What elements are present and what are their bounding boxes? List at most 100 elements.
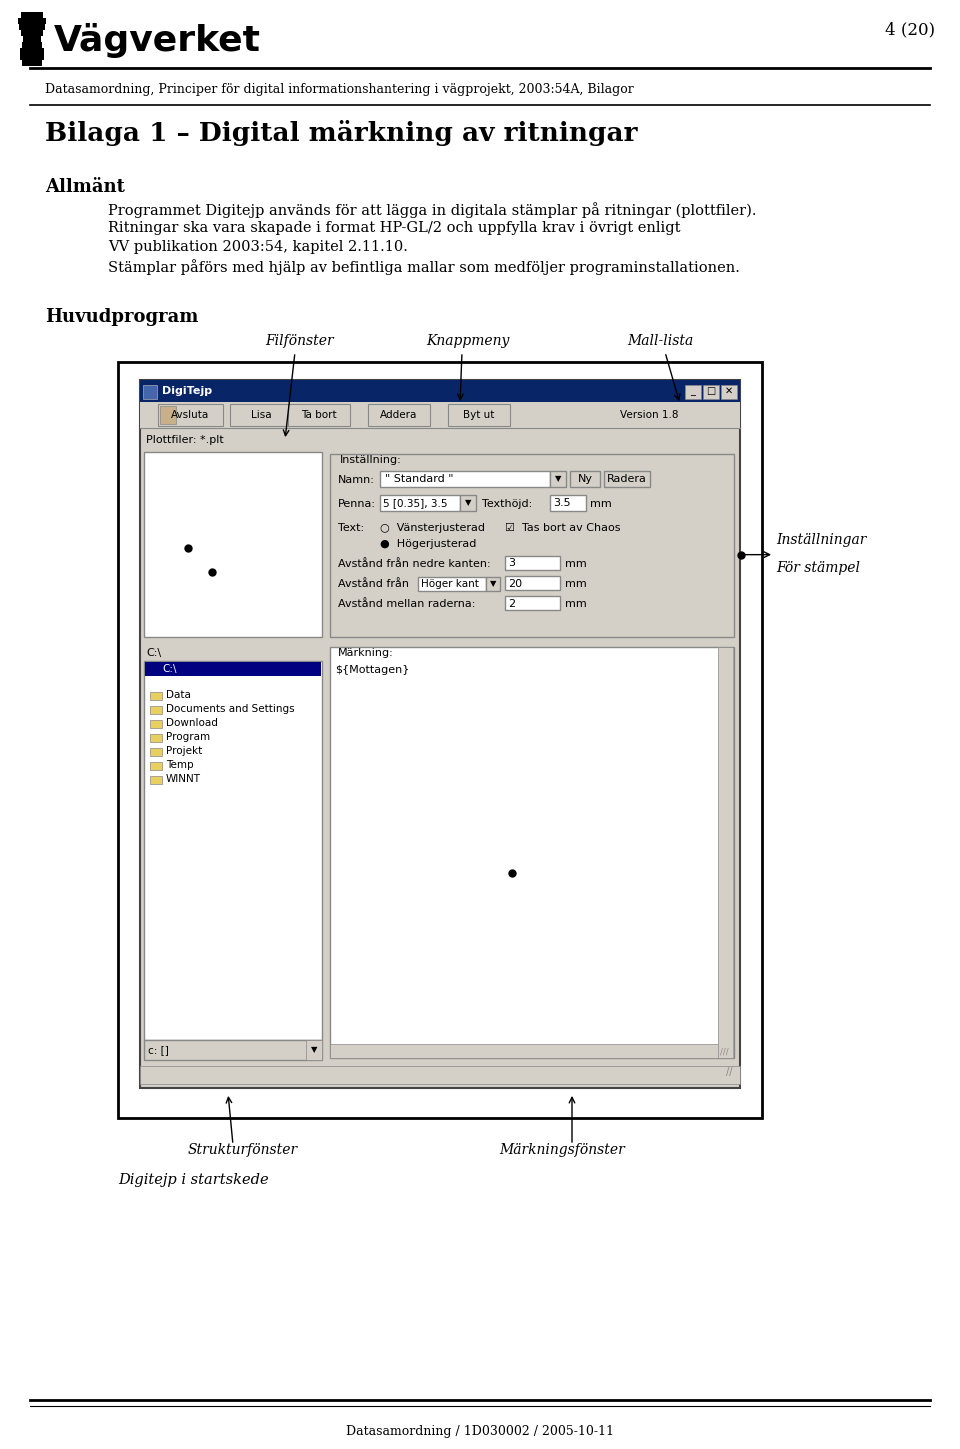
Text: ${Mottagen}: ${Mottagen}	[335, 665, 409, 675]
Bar	[144, 661, 322, 1040]
Bar	[150, 706, 162, 714]
Bar	[22, 42, 42, 48]
Text: VV publikation 2003:54, kapitel 2.11.10.: VV publikation 2003:54, kapitel 2.11.10.	[108, 241, 408, 254]
Text: //: //	[726, 1066, 732, 1077]
Text: Stämplar påförs med hjälp av befintliga mallar som medföljer programinstallation: Stämplar påförs med hjälp av befintliga …	[108, 259, 740, 275]
Bar	[21, 12, 43, 17]
Text: c: []: c: []	[148, 1045, 169, 1055]
Bar	[330, 454, 734, 638]
Text: Documents and Settings: Documents and Settings	[166, 704, 295, 714]
Bar	[703, 385, 719, 398]
Text: Texthöjd:: Texthöjd:	[482, 498, 532, 509]
Bar	[140, 1066, 740, 1084]
Bar	[158, 404, 223, 426]
Text: Byt ut: Byt ut	[464, 410, 494, 420]
Text: Program: Program	[166, 732, 210, 742]
Text: mm: mm	[565, 580, 587, 588]
Bar	[160, 406, 176, 425]
Bar	[150, 720, 162, 727]
Bar	[230, 404, 292, 426]
Text: Märkning:: Märkning:	[338, 648, 394, 658]
Text: ▼: ▼	[555, 474, 562, 484]
Text: □: □	[707, 385, 715, 396]
Bar	[143, 385, 157, 398]
Text: ○  Vänsterjusterad: ○ Vänsterjusterad	[380, 523, 485, 533]
Text: DigiTejp: DigiTejp	[162, 385, 212, 396]
Bar	[550, 471, 566, 487]
Bar	[21, 30, 43, 36]
Bar	[505, 596, 560, 610]
Bar	[550, 496, 586, 511]
Text: Plottfiler: *.plt: Plottfiler: *.plt	[146, 435, 224, 445]
Text: Mall-lista: Mall-lista	[627, 335, 693, 348]
Text: mm: mm	[565, 559, 587, 569]
Text: Projekt: Projekt	[166, 746, 203, 756]
Text: Avstånd från nedre kanten:: Avstånd från nedre kanten:	[338, 559, 491, 569]
Bar	[20, 48, 44, 54]
Text: Version 1.8: Version 1.8	[620, 410, 679, 420]
Text: Ta bort: Ta bort	[301, 410, 337, 420]
Bar	[368, 404, 430, 426]
Bar	[486, 577, 500, 591]
Bar	[144, 1040, 322, 1061]
Bar	[604, 471, 650, 487]
Text: C:\: C:\	[146, 648, 161, 658]
Text: ☑  Tas bort av Chaos: ☑ Tas bort av Chaos	[505, 523, 620, 533]
Text: _: _	[690, 385, 695, 396]
Text: Datasamordning / 1D030002 / 2005-10-11: Datasamordning / 1D030002 / 2005-10-11	[346, 1424, 614, 1437]
Text: Bilaga 1 – Digital märkning av ritningar: Bilaga 1 – Digital märkning av ritningar	[45, 120, 637, 146]
Text: Avstånd från: Avstånd från	[338, 580, 409, 588]
Text: ///: ///	[720, 1048, 729, 1056]
Bar	[418, 577, 486, 591]
Text: Namn:: Namn:	[338, 475, 374, 485]
Bar	[380, 471, 550, 487]
Text: " Standard ": " Standard "	[385, 474, 453, 484]
Text: Huvudprogram: Huvudprogram	[45, 309, 199, 326]
Bar	[718, 648, 733, 1058]
Text: Lisa: Lisa	[251, 410, 272, 420]
Text: Datasamordning, Principer för digital informationshantering i vägprojekt, 2003:5: Datasamordning, Principer för digital in…	[45, 83, 634, 96]
Text: mm: mm	[590, 498, 612, 509]
Bar	[380, 496, 460, 511]
Text: 20: 20	[508, 580, 522, 588]
Bar	[140, 380, 740, 401]
Text: ▼: ▼	[490, 580, 496, 588]
Text: Knappmeny: Knappmeny	[426, 335, 510, 348]
Bar	[145, 662, 321, 677]
Bar	[140, 380, 740, 1088]
Text: mm: mm	[565, 598, 587, 609]
Text: ✕: ✕	[725, 385, 733, 396]
Text: Avstånd mellan raderna:: Avstånd mellan raderna:	[338, 598, 475, 609]
Text: C:\: C:\	[162, 664, 177, 674]
Bar	[330, 1043, 719, 1058]
Text: 3.5: 3.5	[553, 498, 570, 509]
Text: Strukturfönster: Strukturfönster	[188, 1143, 298, 1156]
Text: ▼: ▼	[465, 498, 471, 507]
Bar	[685, 385, 701, 398]
Text: Data: Data	[166, 690, 191, 700]
Text: Allmänt: Allmänt	[45, 178, 125, 196]
Text: ●  Högerjusterad: ● Högerjusterad	[380, 539, 476, 549]
Text: Penna:: Penna:	[338, 498, 376, 509]
Text: 2: 2	[508, 598, 516, 609]
Text: Temp: Temp	[166, 759, 194, 769]
Text: Programmet Digitejp används för att lägga in digitala stämplar på ritningar (plo: Programmet Digitejp används för att lägg…	[108, 201, 756, 217]
Text: Avsluta: Avsluta	[171, 410, 209, 420]
Text: Digitejp i startskede: Digitejp i startskede	[118, 1174, 269, 1187]
Bar	[150, 748, 162, 756]
Text: Radera: Radera	[607, 474, 647, 484]
Text: WINNT: WINNT	[166, 774, 201, 784]
Bar	[150, 735, 162, 742]
Text: Märkningsfönster: Märkningsfönster	[499, 1143, 625, 1156]
Text: Filfönster: Filfönster	[266, 335, 334, 348]
Text: Höger kant: Höger kant	[421, 580, 479, 588]
Bar	[721, 385, 737, 398]
Bar	[505, 556, 560, 569]
Text: Ny: Ny	[578, 474, 592, 484]
Bar	[460, 496, 476, 511]
Text: Inställningar: Inställningar	[776, 533, 866, 546]
Bar	[288, 404, 350, 426]
Text: 3: 3	[508, 558, 515, 568]
Text: Download: Download	[166, 719, 218, 727]
Bar	[150, 777, 162, 784]
